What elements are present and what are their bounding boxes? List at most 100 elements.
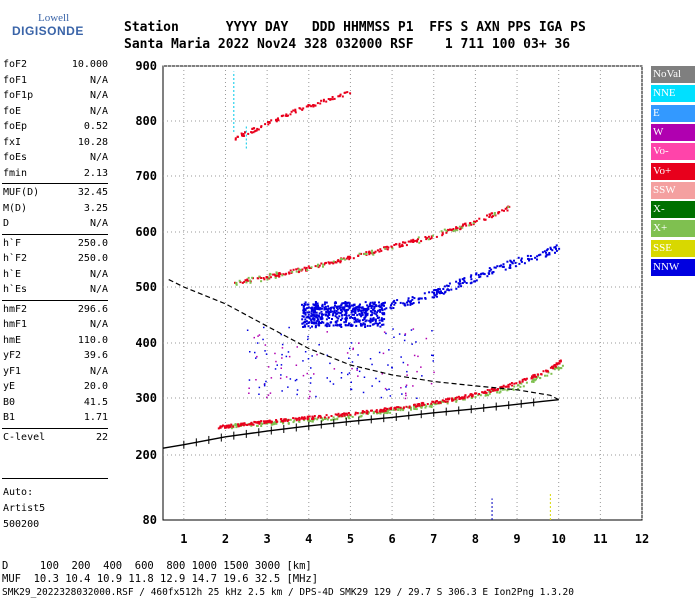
data-point bbox=[374, 250, 377, 253]
data-point bbox=[400, 387, 402, 389]
data-point bbox=[549, 248, 552, 251]
data-point bbox=[470, 278, 473, 281]
data-point bbox=[410, 408, 412, 411]
data-point bbox=[320, 310, 323, 313]
data-point bbox=[234, 138, 237, 141]
param-hme: hmE 110.0 bbox=[3, 334, 108, 347]
data-point bbox=[316, 319, 319, 322]
data-point bbox=[349, 305, 352, 308]
data-point bbox=[287, 271, 290, 274]
data-point bbox=[350, 325, 353, 327]
data-point bbox=[435, 400, 438, 402]
data-point bbox=[455, 396, 458, 399]
y-tick-label: 700 bbox=[135, 169, 157, 183]
data-point bbox=[370, 314, 372, 317]
data-point bbox=[336, 305, 339, 308]
distance-row: D 100 200 400 600 800 1000 1500 3000 [km… bbox=[2, 560, 312, 572]
data-point bbox=[438, 288, 441, 291]
data-point bbox=[342, 302, 345, 305]
data-point bbox=[399, 408, 402, 411]
data-point bbox=[256, 277, 259, 280]
data-point bbox=[488, 267, 491, 270]
data-point bbox=[358, 309, 361, 312]
data-point bbox=[421, 375, 423, 377]
data-point bbox=[304, 267, 307, 270]
data-point bbox=[310, 320, 313, 323]
data-point bbox=[501, 388, 504, 391]
data-point bbox=[493, 212, 496, 214]
data-point bbox=[310, 312, 313, 315]
data-point bbox=[490, 216, 493, 219]
data-point bbox=[499, 388, 502, 391]
data-point bbox=[394, 302, 397, 304]
data-point bbox=[513, 382, 516, 385]
separator bbox=[2, 233, 108, 235]
data-point bbox=[369, 317, 372, 320]
data-point bbox=[367, 411, 370, 414]
data-point bbox=[335, 316, 338, 319]
data-point bbox=[264, 123, 267, 126]
data-point bbox=[299, 268, 302, 271]
data-point bbox=[373, 306, 376, 308]
data-point bbox=[441, 233, 444, 235]
data-point bbox=[358, 319, 361, 322]
data-point bbox=[462, 398, 465, 401]
data-point bbox=[359, 412, 362, 415]
data-point bbox=[547, 253, 550, 256]
data-point bbox=[378, 301, 380, 304]
data-point bbox=[542, 370, 545, 373]
data-point bbox=[279, 273, 282, 276]
data-point bbox=[311, 104, 314, 107]
data-point bbox=[251, 276, 254, 279]
data-point bbox=[481, 391, 484, 394]
data-point bbox=[336, 418, 339, 421]
data-point bbox=[441, 231, 444, 234]
data-point bbox=[241, 134, 243, 137]
data-point bbox=[497, 212, 500, 215]
data-point bbox=[225, 426, 228, 429]
data-point bbox=[519, 385, 522, 388]
data-point bbox=[254, 351, 256, 354]
data-point bbox=[316, 353, 318, 356]
data-point bbox=[380, 307, 383, 310]
data-point bbox=[321, 313, 323, 316]
data-point bbox=[463, 398, 466, 401]
data-point bbox=[399, 406, 402, 409]
data-point bbox=[553, 368, 556, 371]
data-point bbox=[281, 353, 283, 356]
data-point bbox=[357, 320, 360, 323]
data-point bbox=[517, 387, 520, 390]
param-md: M(D) 3.25 bbox=[3, 202, 108, 215]
data-point bbox=[258, 422, 261, 425]
data-point bbox=[280, 367, 282, 369]
data-point bbox=[470, 223, 473, 226]
data-point bbox=[375, 313, 378, 316]
data-point bbox=[454, 398, 457, 401]
data-point bbox=[371, 311, 374, 314]
data-point bbox=[229, 425, 232, 428]
data-point bbox=[340, 323, 342, 326]
data-point bbox=[301, 268, 304, 271]
data-point bbox=[300, 417, 303, 420]
data-point bbox=[333, 97, 336, 100]
x-tick-label: 12 bbox=[635, 532, 649, 546]
data-point bbox=[455, 399, 458, 402]
data-point bbox=[488, 213, 491, 216]
data-point bbox=[273, 422, 276, 425]
data-point bbox=[448, 282, 451, 285]
param-value: 22 bbox=[95, 431, 108, 443]
header-values: Santa Maria 2022 Nov24 328 032000 RSF 1 … bbox=[124, 37, 571, 52]
data-point bbox=[345, 305, 348, 307]
param-mufd: MUF(D) 32.45 bbox=[3, 186, 108, 199]
data-point bbox=[387, 246, 390, 249]
data-point bbox=[364, 310, 367, 312]
data-point bbox=[319, 316, 322, 319]
data-point bbox=[321, 305, 324, 308]
data-point bbox=[316, 316, 319, 319]
data-point bbox=[433, 402, 436, 405]
data-point bbox=[374, 410, 377, 413]
data-point bbox=[470, 274, 473, 277]
data-point bbox=[478, 393, 481, 395]
data-point bbox=[270, 119, 273, 122]
data-point bbox=[344, 301, 347, 303]
